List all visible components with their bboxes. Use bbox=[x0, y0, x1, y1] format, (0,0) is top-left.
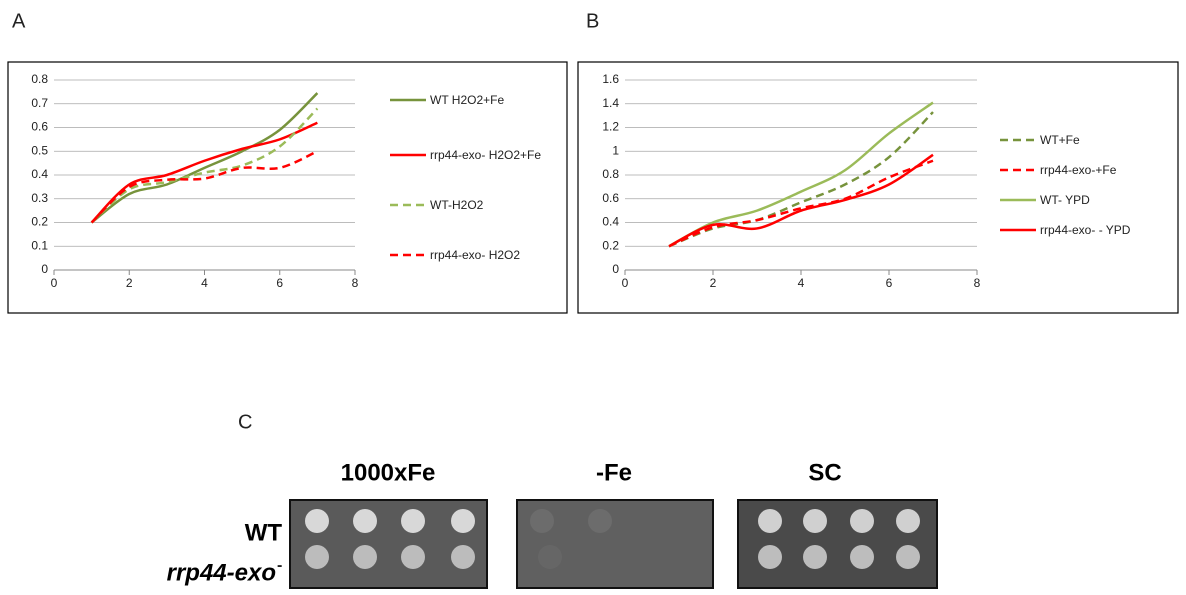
series-line bbox=[668, 111, 934, 248]
x-tick-label: 0 bbox=[622, 276, 629, 290]
column-label: 1000xFe bbox=[341, 459, 436, 486]
y-tick-label: 0.2 bbox=[602, 238, 619, 252]
y-tick-label: 1 bbox=[612, 143, 619, 157]
y-tick-label: 0.5 bbox=[31, 143, 48, 157]
colony-spot bbox=[803, 545, 827, 569]
chart-frame bbox=[577, 61, 1179, 314]
legend-label: WT+Fe bbox=[1040, 133, 1080, 147]
legend-label: WT H2O2+Fe bbox=[430, 93, 505, 107]
legend-entry: WT+Fe bbox=[1040, 133, 1080, 147]
colony-spot bbox=[803, 509, 827, 533]
y-tick-label: 0.6 bbox=[31, 120, 48, 134]
legend-label: rrp44-exo- H2O2 bbox=[430, 248, 521, 262]
colony-spot bbox=[451, 509, 475, 533]
plates bbox=[289, 499, 938, 589]
colony-spot bbox=[305, 545, 329, 569]
colony-spot bbox=[451, 545, 475, 569]
legend-label: rrp44-exo- H2O2+Fe bbox=[430, 148, 542, 162]
y-tick-label: 0.6 bbox=[602, 191, 619, 205]
colony-spot bbox=[401, 545, 425, 569]
colony-spot bbox=[305, 509, 329, 533]
plate bbox=[516, 499, 714, 589]
y-tick-label: 0.3 bbox=[31, 191, 48, 205]
series-line bbox=[668, 159, 934, 248]
colony-spot bbox=[896, 509, 920, 533]
legend-entry: rrp44-exo- H2O2+Fe bbox=[430, 148, 542, 162]
y-tick-label: 1.2 bbox=[602, 120, 619, 134]
column-label: SC bbox=[808, 459, 841, 486]
colony-spot bbox=[353, 509, 377, 533]
y-tick-label: 0.8 bbox=[602, 167, 619, 181]
colony-spot bbox=[850, 545, 874, 569]
y-tick-label: 0.4 bbox=[31, 167, 48, 181]
row-superscript: - bbox=[277, 557, 282, 574]
legend-label: rrp44-exo-+Fe bbox=[1040, 163, 1117, 177]
y-tick-label: 0 bbox=[41, 262, 48, 276]
panel-label: C bbox=[238, 411, 252, 433]
legend-entry: rrp44-exo- - YPD bbox=[1040, 223, 1131, 237]
legend-entry: WT- YPD bbox=[1040, 193, 1090, 207]
y-tick-label: 0.8 bbox=[31, 72, 48, 86]
x-tick-label: 2 bbox=[126, 276, 133, 290]
series-line bbox=[90, 121, 318, 224]
column-label: -Fe bbox=[596, 459, 632, 486]
x-tick-label: 8 bbox=[974, 276, 981, 290]
legend-label: rrp44-exo- - YPD bbox=[1040, 223, 1131, 237]
row-label: rrp44-exo bbox=[167, 559, 276, 586]
legend-entry: rrp44-exo-+Fe bbox=[1040, 163, 1117, 177]
colony-spot bbox=[896, 545, 920, 569]
series-line bbox=[90, 92, 319, 224]
x-tick-label: 2 bbox=[710, 276, 717, 290]
legend-entry: WT-H2O2 bbox=[430, 198, 484, 212]
colony-spot bbox=[353, 545, 377, 569]
panel-label: A bbox=[12, 10, 26, 32]
legend-entry: rrp44-exo- H2O2 bbox=[430, 248, 521, 262]
series-line bbox=[90, 107, 319, 224]
y-tick-label: 0.7 bbox=[31, 96, 48, 110]
series-line bbox=[668, 153, 934, 248]
y-tick-label: 0 bbox=[612, 262, 619, 276]
row-label: WT bbox=[245, 519, 283, 546]
x-tick-label: 8 bbox=[352, 276, 359, 290]
legend-label: WT- YPD bbox=[1040, 193, 1090, 207]
colony-spot bbox=[530, 509, 554, 533]
y-tick-label: 0.1 bbox=[31, 238, 48, 252]
chart-frame bbox=[7, 61, 568, 314]
colony-spot bbox=[758, 545, 782, 569]
colony-spot bbox=[850, 509, 874, 533]
series-line bbox=[668, 101, 934, 248]
x-tick-label: 6 bbox=[886, 276, 893, 290]
colony-spot bbox=[538, 545, 562, 569]
colony-spot bbox=[401, 509, 425, 533]
y-tick-label: 1.4 bbox=[602, 96, 619, 110]
x-tick-label: 6 bbox=[276, 276, 283, 290]
colony-spot bbox=[758, 509, 782, 533]
colony-spot bbox=[588, 509, 612, 533]
legend-entry: WT H2O2+Fe bbox=[430, 93, 505, 107]
legend-label: WT-H2O2 bbox=[430, 198, 484, 212]
x-tick-label: 4 bbox=[201, 276, 208, 290]
y-tick-label: 1.6 bbox=[602, 72, 619, 86]
x-tick-label: 0 bbox=[51, 276, 58, 290]
y-tick-label: 0.4 bbox=[602, 215, 619, 229]
x-tick-label: 4 bbox=[798, 276, 805, 290]
y-tick-label: 0.2 bbox=[31, 215, 48, 229]
panel-label: B bbox=[586, 10, 599, 32]
